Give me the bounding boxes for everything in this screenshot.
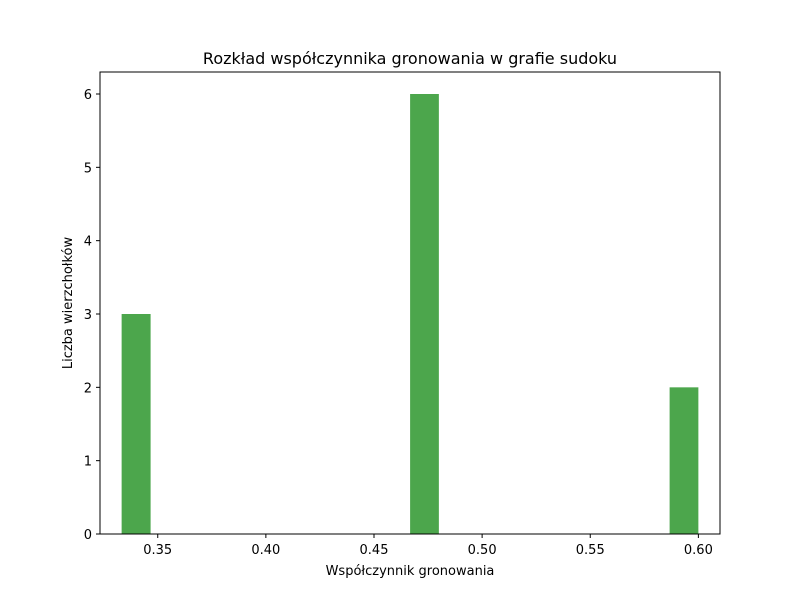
- y-tick-label: 5: [84, 161, 92, 176]
- y-tick-label: 6: [84, 88, 92, 103]
- chart-title: Rozkład współczynnika gronowania w grafi…: [203, 49, 617, 68]
- x-tick-label: 0.50: [468, 543, 497, 558]
- y-tick-label: 2: [84, 381, 92, 396]
- y-axis-label: Liczba wierzchołków: [61, 237, 76, 370]
- x-tick-label: 0.60: [684, 543, 713, 558]
- histogram-bar-2: [410, 94, 439, 534]
- plot-area: 0.35 0.40 0.45 0.50 0.55 0.60 0 1 2 3 4 5 6: [84, 88, 713, 558]
- axes-frame: [99, 71, 721, 535]
- y-tick-label: 4: [84, 235, 92, 250]
- x-tick-label: 0.55: [576, 543, 605, 558]
- histogram-bar-3: [669, 387, 699, 534]
- y-tick-label: 1: [84, 455, 92, 470]
- y-tick-label: 3: [84, 308, 92, 323]
- y-tick-label: 0: [84, 528, 92, 543]
- x-axis-label: Współczynnik gronowania: [326, 564, 495, 579]
- x-tick-label: 0.35: [143, 543, 172, 558]
- histogram-bar-1: [121, 314, 151, 534]
- x-tick-label: 0.40: [251, 543, 280, 558]
- x-tick-label: 0.45: [360, 543, 389, 558]
